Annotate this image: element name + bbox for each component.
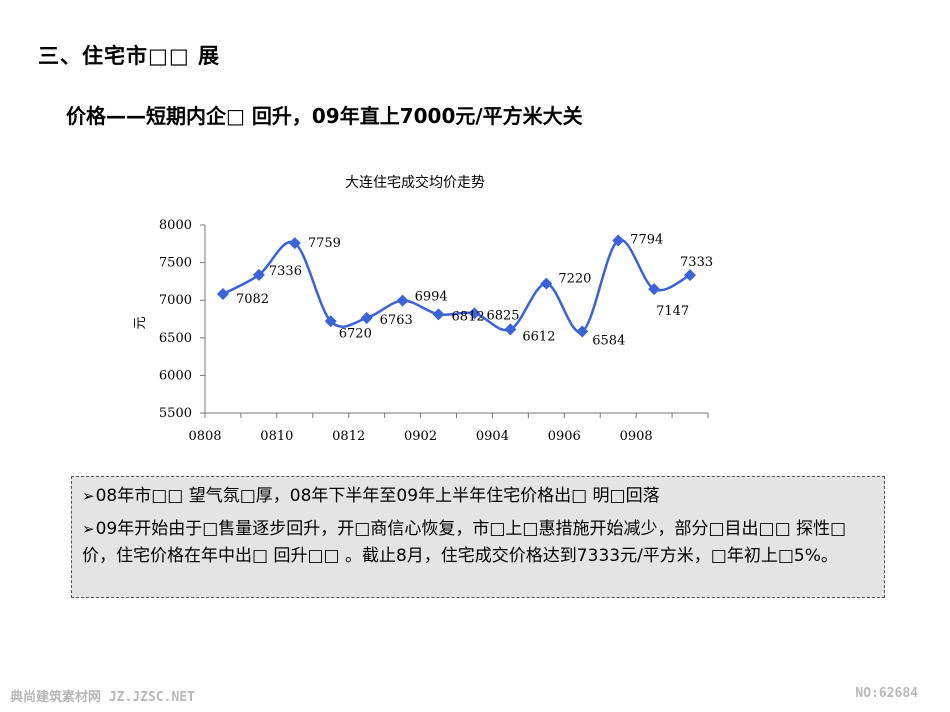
data-label: 6825 xyxy=(486,308,519,323)
chart-title: 大连住宅成交均价走势 xyxy=(345,175,485,191)
footer-watermark: 典尚建筑素材网 JZ.JZSC.NET xyxy=(10,690,195,705)
x-tick-label: 0904 xyxy=(476,429,509,444)
price-series-line xyxy=(222,238,691,334)
data-label: 6763 xyxy=(380,313,413,328)
data-point-marker xyxy=(648,283,661,296)
slide-subtitle: 价格——短期内企□ 回升，09年直上7000元/平方米大关 xyxy=(66,104,583,128)
note-text-1: 08年市□□ 望气氛□厚，08年下半年至09年上半年住宅价格出□ 明□回落 xyxy=(95,486,660,506)
note-item-2: ➢09年开始由于□售量逐步回升，开□商信心恢复，市□上□惠措施开始减少，部分□目… xyxy=(82,516,876,570)
y-tick-label: 6500 xyxy=(159,331,192,346)
data-label: 6720 xyxy=(339,326,372,341)
y-tick-label: 8000 xyxy=(159,218,192,233)
price-trend-chart: 8000 7500 7000 6500 6000 5500 0808 0810 0812 0902… xyxy=(133,218,713,444)
data-point-marker xyxy=(396,294,409,307)
data-point-marker xyxy=(360,312,373,325)
arrow-bullet-icon: ➢ xyxy=(82,520,95,538)
data-point-marker xyxy=(612,234,625,247)
data-point-marker xyxy=(468,307,481,320)
data-label: 7333 xyxy=(680,255,713,270)
x-tick-label: 0808 xyxy=(188,429,221,444)
note-item-1: ➢08年市□□ 望气氛□厚，08年下半年至09年上半年住宅价格出□ 明□回落 xyxy=(82,483,876,510)
data-point-marker xyxy=(288,237,301,250)
data-label: 7220 xyxy=(558,272,591,287)
x-tick-label: 0906 xyxy=(548,429,581,444)
section-title: 三、住宅市□□ 展 xyxy=(38,44,220,68)
arrow-bullet-icon: ➢ xyxy=(82,487,95,505)
x-tick-label: 0810 xyxy=(260,429,293,444)
y-tick-label: 6000 xyxy=(159,368,192,383)
data-point-marker xyxy=(324,315,337,328)
data-label: 7147 xyxy=(656,304,689,319)
y-tick-label: 7500 xyxy=(159,256,192,271)
data-point-marker xyxy=(540,277,553,290)
data-point-marker xyxy=(504,323,517,336)
notes-box: ➢08年市□□ 望气氛□厚，08年下半年至09年上半年住宅价格出□ 明□回落 ➢… xyxy=(71,476,885,598)
data-label: 7082 xyxy=(236,292,269,307)
data-label: 7759 xyxy=(308,236,341,251)
y-tick-label: 7000 xyxy=(159,293,192,308)
data-label: 6584 xyxy=(592,333,625,348)
data-label: 7794 xyxy=(630,232,663,247)
note-text-2: 09年开始由于□售量逐步回升，开□商信心恢复，市□上□惠措施开始减少，部分□目出… xyxy=(82,519,847,566)
data-label: 6812 xyxy=(452,309,485,324)
data-point-marker xyxy=(252,268,265,281)
x-tick-label: 0908 xyxy=(620,429,653,444)
data-point-marker xyxy=(576,325,589,338)
x-tick-label: 0902 xyxy=(404,429,437,444)
y-axis-label: 元 xyxy=(133,316,148,329)
data-point-marker xyxy=(216,288,229,301)
footer-number: NO:62684 xyxy=(855,686,918,701)
data-point-marker xyxy=(684,269,697,282)
data-label: 6612 xyxy=(522,329,555,344)
data-point-marker xyxy=(432,308,445,321)
data-label: 6994 xyxy=(415,290,448,305)
x-tick-label: 0812 xyxy=(332,429,365,444)
y-tick-label: 5500 xyxy=(159,406,192,421)
data-label: 7336 xyxy=(269,264,302,279)
